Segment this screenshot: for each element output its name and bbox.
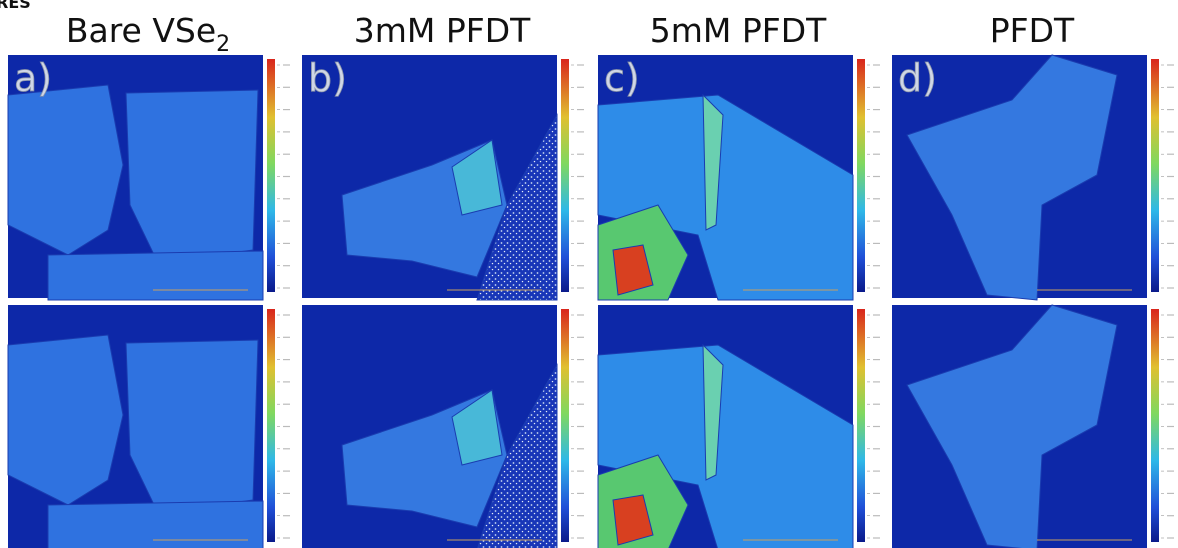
panel-label: a) xyxy=(14,56,52,100)
colorbar xyxy=(267,59,275,292)
panel-label: b) xyxy=(308,56,347,100)
flake xyxy=(48,501,263,548)
column-title: Bare VSe2 xyxy=(66,11,230,57)
flake xyxy=(126,90,258,263)
figure: RES Bare VSe2 a) 3mM PFDTb) 5mM PFDT c) PFDT d… xyxy=(0,0,1178,548)
flake xyxy=(8,85,123,255)
colorbar xyxy=(267,309,275,542)
afm-panel: c) xyxy=(598,55,880,300)
column-title: PFDT xyxy=(990,11,1075,50)
afm-panel xyxy=(8,305,290,548)
afm-panel xyxy=(302,305,584,548)
colorbar xyxy=(857,59,865,292)
colorbar xyxy=(561,59,569,292)
colorbar xyxy=(1151,59,1159,292)
flake xyxy=(8,335,123,505)
flake xyxy=(48,251,263,300)
column-title: 5mM PFDT xyxy=(650,11,827,50)
colorbar xyxy=(561,309,569,542)
header-text: RES xyxy=(0,0,31,12)
afm-panel xyxy=(892,305,1174,548)
afm-panel: a) xyxy=(8,55,290,300)
column-title: 3mM PFDT xyxy=(354,11,531,50)
panel-label: d) xyxy=(898,56,937,100)
title-subscript: 2 xyxy=(216,32,230,57)
colorbar xyxy=(857,309,865,542)
colorbar xyxy=(1151,309,1159,542)
flake xyxy=(126,340,258,513)
afm-panel: b) xyxy=(302,55,584,300)
afm-panel: d) xyxy=(892,55,1174,300)
afm-panel xyxy=(598,305,880,548)
panel-label: c) xyxy=(604,56,640,100)
